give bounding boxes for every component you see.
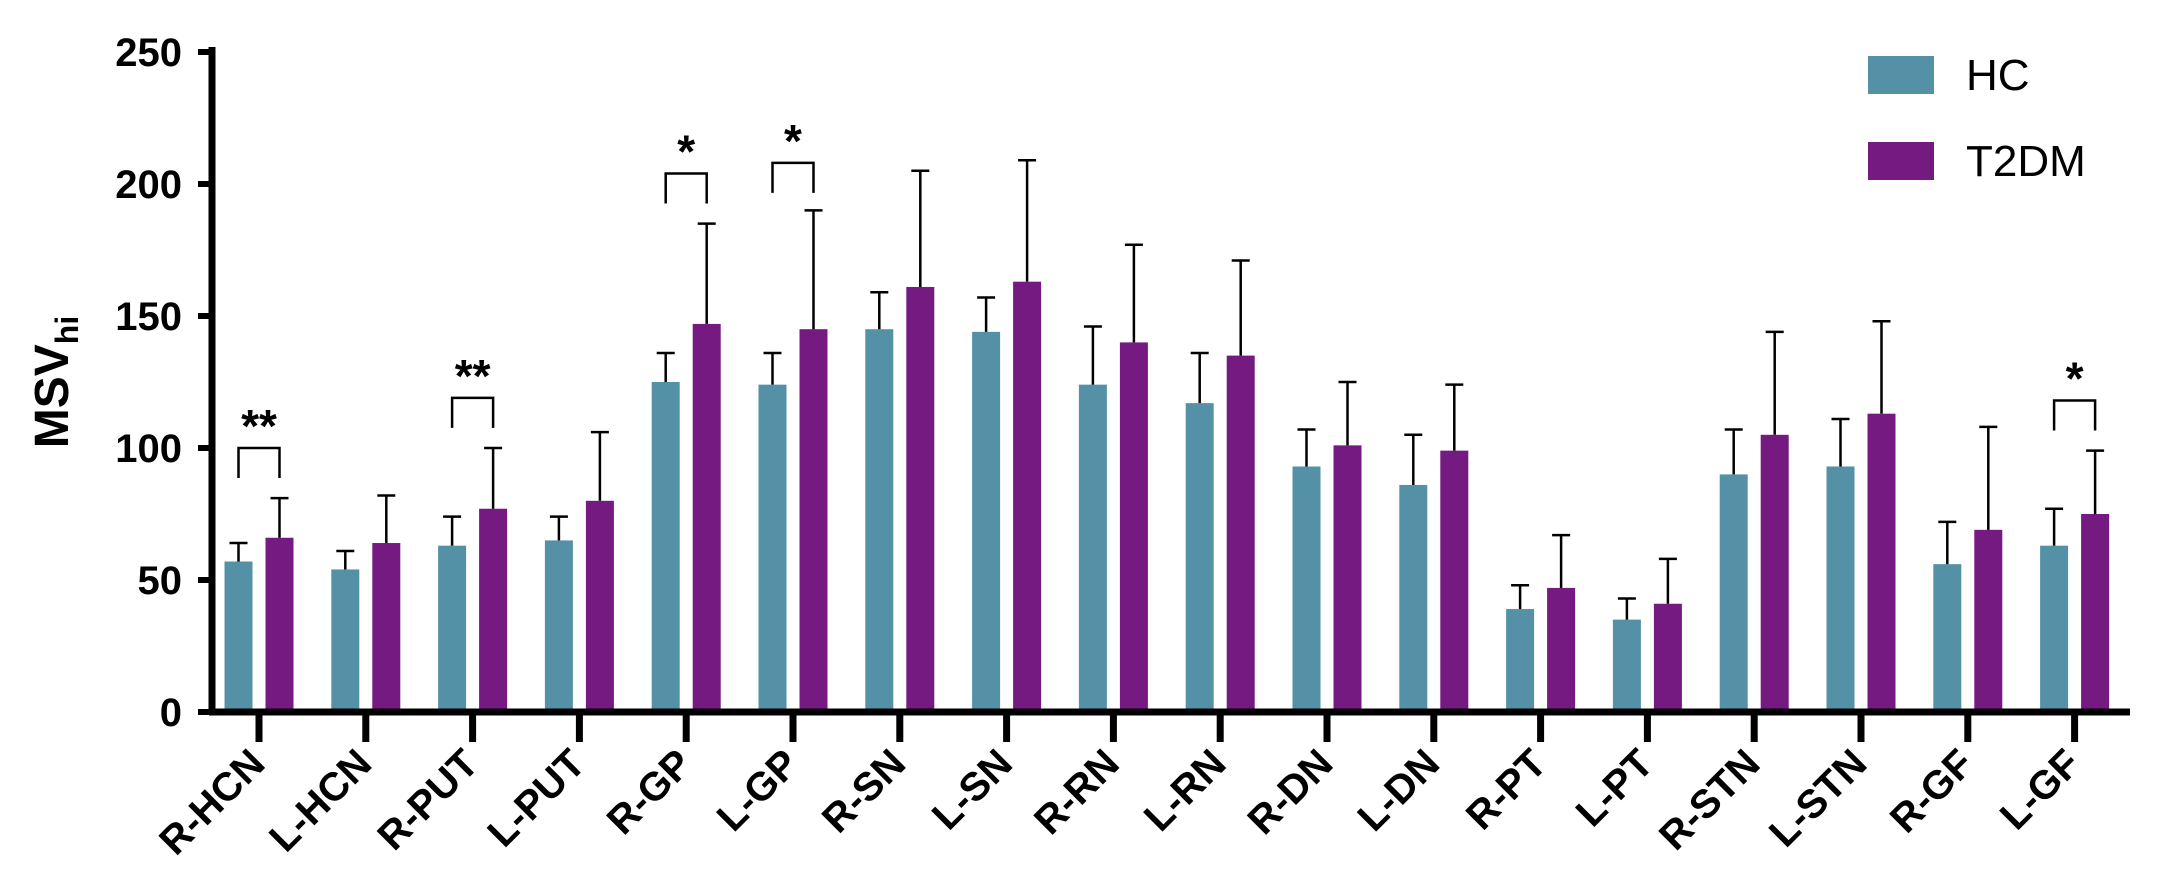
error-bars-layer <box>229 158 2105 620</box>
significance-layer: ***** ** <box>237 115 2097 478</box>
y-tick-label-0: 0 <box>160 691 182 735</box>
x-tick-label-r-gp: R-GP <box>599 741 701 843</box>
significance-label-r-hcn: ** <box>241 400 277 452</box>
y-axis-label-subscript: hi <box>49 316 85 344</box>
y-tick-label-150: 150 <box>115 295 182 339</box>
bar-t2dm-l-rn <box>1226 355 1255 712</box>
bar-hc-l-stn <box>1826 466 1855 712</box>
x-tick-label-r-gf: R-GF <box>1882 741 1982 841</box>
bar-hc-l-dn <box>1399 484 1428 712</box>
bar-t2dm-r-dn <box>1333 445 1362 712</box>
x-tick-label-l-put: L-PUT <box>479 741 593 855</box>
bar-hc-l-gf <box>2040 545 2069 712</box>
significance-label-r-gp: * <box>677 125 695 177</box>
significance-label-l-gf: * <box>2066 352 2084 404</box>
bar-t2dm-r-hcn <box>265 537 294 712</box>
y-ticks-layer: 0 50 100 150 200 250 <box>115 31 212 735</box>
bar-t2dm-r-sn <box>906 286 935 712</box>
bar-t2dm-r-gf <box>1974 529 2003 712</box>
x-tick-label-r-dn: R-DN <box>1240 741 1342 843</box>
legend-swatch-hc <box>1868 56 1934 94</box>
bar-hc-l-gp <box>758 384 787 712</box>
bar-hc-l-rn <box>1185 403 1214 712</box>
y-tick-label-250: 250 <box>115 31 182 75</box>
y-axis-label: MSVhi <box>26 316 85 448</box>
bar-t2dm-r-rn <box>1119 342 1148 712</box>
bar-t2dm-r-gp <box>692 323 721 712</box>
bar-hc-r-rn <box>1078 384 1107 712</box>
bar-hc-r-dn <box>1292 466 1321 712</box>
bar-hc-r-gp <box>651 382 680 712</box>
bar-hc-l-sn <box>972 331 1001 712</box>
bar-hc-l-hcn <box>331 569 360 712</box>
significance-bracket-l-gf <box>2052 399 2097 431</box>
bar-hc-l-pt <box>1612 619 1641 712</box>
bars-layer <box>224 281 2110 712</box>
bar-t2dm-r-put <box>479 508 508 712</box>
x-tick-label-r-stn: R-STN <box>1651 741 1769 859</box>
y-tick-label-50: 50 <box>138 559 183 603</box>
bar-t2dm-l-gf <box>2081 514 2110 712</box>
bar-t2dm-r-stn <box>1760 434 1789 712</box>
y-tick-label-100: 100 <box>115 427 182 471</box>
x-tick-label-l-hcn: L-HCN <box>261 741 380 860</box>
bar-hc-r-pt <box>1506 609 1535 712</box>
significance-label-l-gp: * <box>784 115 802 167</box>
significance-label-r-put: ** <box>455 350 491 402</box>
x-tick-label-l-rn: L-RN <box>1136 741 1235 840</box>
bar-t2dm-l-dn <box>1440 450 1469 712</box>
bar-t2dm-l-pt <box>1653 603 1682 712</box>
bar-t2dm-l-put <box>585 500 614 712</box>
bar-hc-r-gf <box>1933 564 1962 712</box>
bar-hc-r-put <box>438 545 467 712</box>
bar-hc-r-stn <box>1719 474 1748 712</box>
x-tick-label-l-dn: L-DN <box>1350 741 1449 840</box>
x-tick-label-r-pt: R-PT <box>1458 741 1555 838</box>
significance-bracket-r-hcn <box>237 446 281 478</box>
significance-bracket-r-put <box>450 396 495 428</box>
x-tick-label-r-put: R-PUT <box>369 741 487 859</box>
significance-bracket-l-gp <box>771 161 815 193</box>
axes-layer <box>208 47 2130 716</box>
y-tick-label-200: 200 <box>115 163 182 207</box>
significance-bracket-r-gp <box>664 172 708 204</box>
bar-hc-l-put <box>544 540 573 712</box>
bar-t2dm-l-sn <box>1013 281 1042 712</box>
y-axis-label-main: MSV <box>26 344 79 448</box>
x-tick-label-r-sn: R-SN <box>814 741 914 841</box>
x-tick-label-l-gf: L-GF <box>1992 741 2089 838</box>
bar-hc-r-sn <box>865 329 894 712</box>
bar-t2dm-l-hcn <box>372 543 401 712</box>
x-tick-label-r-hcn: R-HCN <box>151 741 273 863</box>
x-tick-label-r-rn: R-RN <box>1026 741 1128 843</box>
bar-t2dm-r-pt <box>1547 587 1576 712</box>
x-tick-label-l-gp: L-GP <box>709 741 808 840</box>
bar-hc-r-hcn <box>224 561 253 712</box>
legend-label-hc: HC <box>1966 51 2030 100</box>
legend-swatch-t2dm <box>1868 142 1934 180</box>
x-tick-label-l-stn: L-STN <box>1761 741 1875 855</box>
bar-t2dm-l-gp <box>799 329 828 712</box>
legend: HC T2DM <box>1868 51 2086 186</box>
legend-label-t2dm: T2DM <box>1966 137 2086 186</box>
x-tick-label-l-pt: L-PT <box>1568 741 1662 835</box>
bar-t2dm-l-stn <box>1867 413 1896 712</box>
x-tick-label-l-sn: L-SN <box>924 741 1021 838</box>
